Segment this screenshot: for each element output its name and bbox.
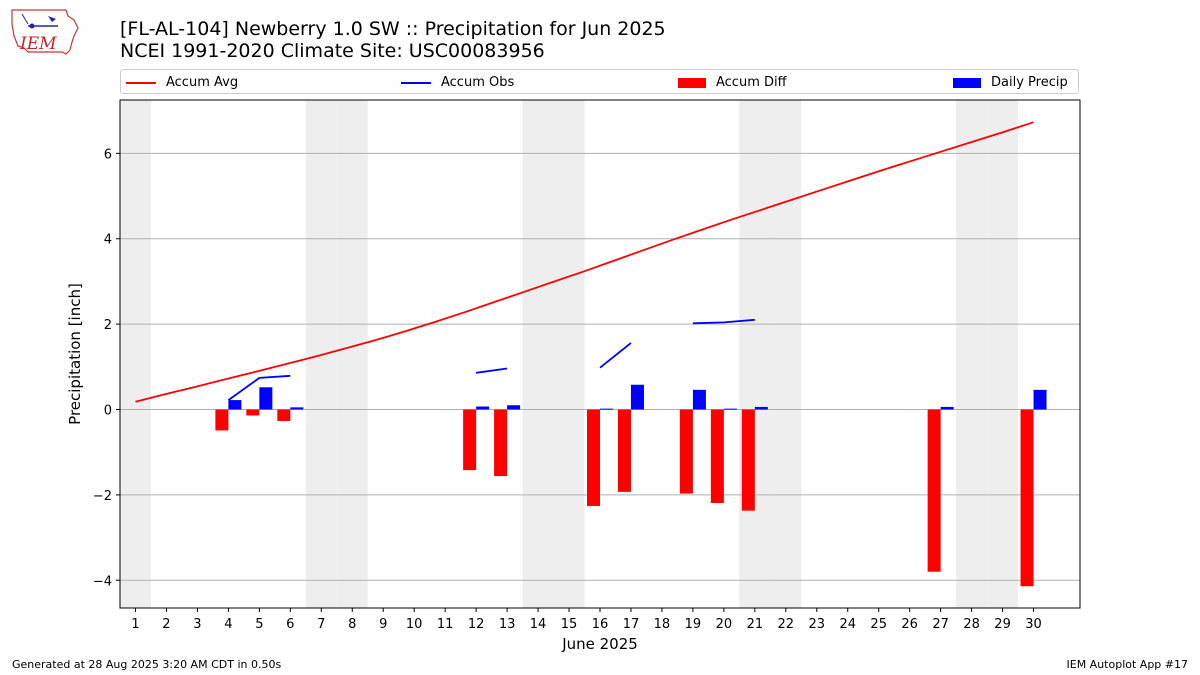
x-tick-label: 19 [685,617,702,632]
chart-legend: Accum Avg Accum Obs Accum Diff Daily Pre… [120,69,1079,94]
chart-subtitle: NCEI 1991-2020 Climate Site: USC00083956 [120,40,545,62]
legend-label-accum-diff: Accum Diff [716,75,787,90]
x-tick-label: 13 [499,617,516,632]
daily-precip-bar [228,400,242,410]
legend-swatch-accum-obs [401,81,431,84]
legend-entry-accum-avg: Accum Avg [126,70,238,95]
x-tick-label: 29 [994,617,1011,632]
weekend-band [987,100,1019,608]
plot-area [120,100,1080,608]
accum-diff-bar [463,409,477,471]
iem-logo: IEM [11,9,79,55]
daily-precip-bar [600,408,613,410]
x-tick-label: 8 [348,617,356,632]
daily-precip-bar [290,407,304,410]
x-tick-label: 3 [193,617,201,632]
iowa-outline-icon [11,9,79,55]
x-tick-label: 1 [131,617,139,632]
x-tick-label: 26 [901,617,918,632]
x-tick-label: 11 [437,617,454,632]
accum-obs-line [692,318,755,325]
daily-precip-bar [940,406,954,410]
x-tick-label: 7 [317,617,325,632]
weekend-band [770,100,802,608]
logo-text: IEM [19,34,57,54]
x-tick-label: 21 [747,617,764,632]
accum-diff-bar [215,409,229,431]
weekend-band [553,100,585,608]
x-tick-label: 16 [592,617,609,632]
x-tick-label: 4 [224,617,232,632]
app-footer: IEM Autoplot App #17 [1066,658,1189,671]
accum-diff-bar [1020,409,1034,587]
y-tick-label: 4 [104,233,112,248]
legend-swatch-daily-precip [953,77,981,88]
x-tick-label: 27 [932,617,949,632]
accum-obs-line [227,374,291,401]
chart-title: [FL-AL-104] Newberry 1.0 SW :: Precipita… [120,18,666,40]
x-tick-label: 28 [963,617,980,632]
x-tick-label: 25 [870,617,887,632]
accum-diff-bar [494,409,508,477]
accum-diff-bar [741,409,755,511]
legend-entry-accum-obs: Accum Obs [401,70,514,95]
x-tick-label: 9 [379,617,387,632]
legend-label-accum-avg: Accum Avg [166,75,239,90]
accum-diff-bar [617,409,631,492]
x-tick-label: 30 [1025,617,1042,632]
accum-obs-line [475,367,508,374]
weekend-band [956,100,988,608]
weekend-band [522,100,554,608]
accum-obs-line [599,342,632,369]
y-tick-label: 2 [104,318,112,333]
accum-diff-bar [246,409,260,416]
x-tick-label: 17 [623,617,640,632]
y-tick-label: −4 [93,574,112,589]
daily-precip-bar [630,384,644,410]
daily-precip-bar [259,387,273,410]
accum-diff-bar [679,409,693,494]
legend-label-daily-precip: Daily Precip [991,75,1068,90]
weekend-band [336,100,368,608]
x-tick-label: 5 [255,617,263,632]
weekend-band [739,100,771,608]
x-tick-label: 14 [530,617,547,632]
accum-diff-bar [587,409,600,506]
legend-swatch-accum-avg [126,81,156,84]
legend-entry-daily-precip: Daily Precip [953,70,1068,95]
legend-swatch-accum-diff [678,77,706,88]
x-tick-label: 23 [809,617,826,632]
accum-diff-bar [710,409,724,503]
generated-footer: Generated at 28 Aug 2025 3:20 AM CDT in … [12,658,282,671]
legend-label-accum-obs: Accum Obs [441,75,515,90]
daily-precip-bar [507,405,521,410]
x-tick-label: 18 [654,617,671,632]
y-tick-label: 6 [104,147,112,162]
x-tick-label: 6 [286,617,294,632]
y-tick-label: −2 [93,489,112,504]
x-tick-label: 2 [162,617,170,632]
x-tick-label: 22 [778,617,795,632]
accum-diff-bar [277,409,291,422]
daily-precip-bar [476,406,490,410]
daily-precip-bar [754,406,768,410]
x-tick-label: 15 [561,617,578,632]
x-tick-label: 12 [468,617,485,632]
daily-precip-bar [692,389,706,410]
x-axis-label: June 2025 [561,635,638,653]
accum-avg-line [135,121,1034,403]
weekend-band [120,100,151,608]
y-axis-label: Precipitation [inch] [66,283,84,425]
daily-precip-bar [723,408,737,410]
legend-entry-accum-diff: Accum Diff [678,70,787,95]
x-tick-label: 10 [406,617,423,632]
x-tick-label: 20 [716,617,733,632]
weather-station-icon [21,13,58,29]
daily-precip-bar [1033,389,1047,410]
y-tick-label: 0 [104,403,112,418]
x-tick-label: 24 [839,617,856,632]
accum-diff-bar [927,409,941,572]
